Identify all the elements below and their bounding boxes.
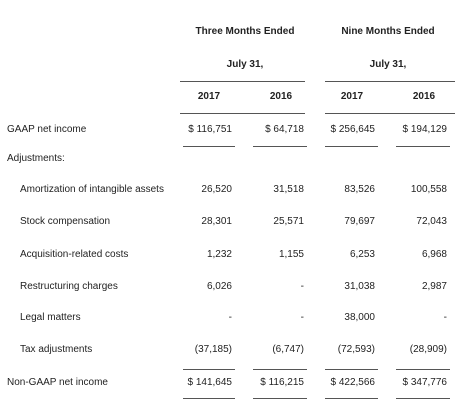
year-header: 2017: [197, 91, 221, 102]
cell-value: 28,301: [201, 216, 232, 227]
cell-value: $ 141,645: [187, 377, 233, 388]
cell-value: -: [443, 312, 447, 323]
cell-value: 26,520: [201, 184, 232, 195]
row-label: Amortization of intangible assets: [20, 184, 164, 195]
rule: [253, 398, 307, 399]
cell-value: 72,043: [416, 216, 447, 227]
rule: [325, 146, 378, 147]
cell-value: 83,526: [344, 184, 375, 195]
cell-value: $ 194,129: [402, 124, 448, 135]
cell-value: $ 64,718: [265, 124, 304, 135]
cell-value: 6,026: [206, 281, 232, 292]
group-subtitle: July 31,: [369, 59, 407, 70]
cell-value: $ 256,645: [330, 124, 376, 135]
year-header: 2016: [412, 91, 436, 102]
rule: [396, 369, 450, 370]
row-label: Adjustments:: [7, 153, 65, 164]
rule: [183, 369, 235, 370]
cell-value: 25,571: [273, 216, 304, 227]
cell-value: (37,185): [194, 344, 232, 355]
rule: [325, 369, 378, 370]
cell-value: 2,987: [421, 281, 447, 292]
cell-value: (72,593): [337, 344, 375, 355]
cell-value: (28,909): [409, 344, 447, 355]
cell-value: 1,232: [206, 249, 232, 260]
row-label: GAAP net income: [7, 124, 87, 135]
cell-value: $ 116,751: [188, 124, 232, 135]
rule: [253, 146, 307, 147]
rule: [325, 113, 455, 114]
rule: [180, 81, 305, 82]
cell-value: (6,747): [272, 344, 304, 355]
row-label: Acquisition-related costs: [20, 249, 129, 260]
cell-value: 6,968: [421, 249, 447, 260]
rule: [325, 398, 378, 399]
year-header: 2017: [340, 91, 364, 102]
cell-value: $ 347,776: [402, 377, 448, 388]
year-header: 2016: [269, 91, 293, 102]
cell-value: $ 116,215: [260, 377, 304, 388]
cell-value: 1,155: [278, 249, 304, 260]
cell-value: 100,558: [410, 184, 447, 195]
group-title: Three Months Ended: [195, 26, 295, 37]
cell-value: 79,697: [344, 216, 375, 227]
cell-value: 31,038: [344, 281, 375, 292]
cell-value: -: [228, 312, 232, 323]
rule: [396, 398, 450, 399]
row-label: Restructuring charges: [20, 281, 118, 292]
cell-value: -: [300, 312, 304, 323]
rule: [183, 398, 235, 399]
cell-value: -: [300, 281, 304, 292]
cell-value: 6,253: [349, 249, 375, 260]
row-label: Legal matters: [20, 312, 81, 323]
rule: [396, 146, 450, 147]
rule: [183, 146, 235, 147]
group-subtitle: July 31,: [226, 59, 264, 70]
row-label: Non-GAAP net income: [7, 377, 108, 388]
cell-value: 38,000: [344, 312, 375, 323]
row-label: Tax adjustments: [20, 344, 93, 355]
group-title: Nine Months Ended: [341, 26, 435, 37]
cell-value: 31,518: [273, 184, 304, 195]
cell-value: $ 422,566: [330, 377, 376, 388]
rule: [253, 369, 307, 370]
rule: [325, 81, 455, 82]
rule: [180, 113, 305, 114]
row-label: Stock compensation: [20, 216, 111, 227]
